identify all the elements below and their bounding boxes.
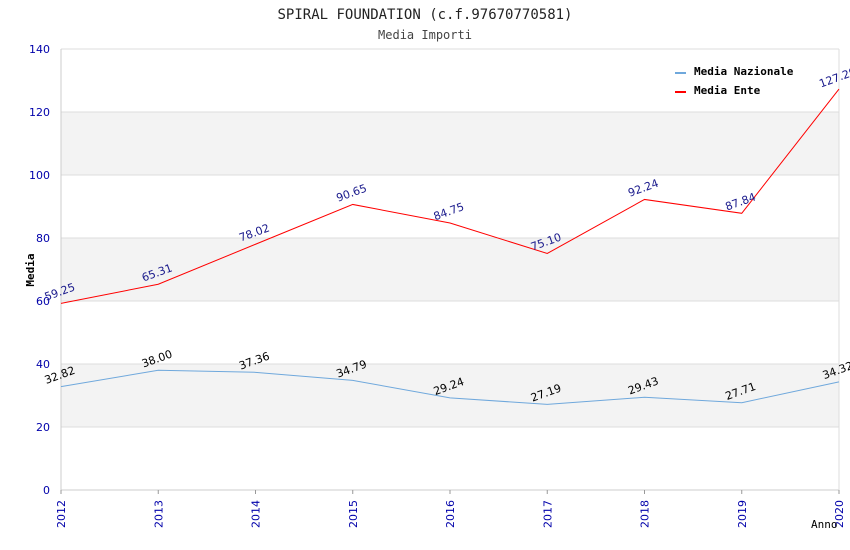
legend-label-media-ente: Media Ente	[694, 84, 761, 97]
data-label-media-ente-2015: 90.65	[335, 182, 369, 205]
data-label-media-ente-2016: 84.75	[432, 200, 466, 223]
y-tick-label-40: 40	[36, 358, 50, 371]
y-tick-label-120: 120	[29, 106, 50, 119]
x-tick-label-2019: 2019	[736, 500, 749, 528]
data-label-media-ente-2019: 87.84	[724, 191, 758, 214]
band-20-40	[61, 364, 839, 427]
x-tick-label-2018: 2018	[639, 500, 652, 528]
data-label-media-ente-2020: 127.29	[817, 65, 850, 90]
x-tick-label-2014: 2014	[250, 500, 263, 528]
x-tick-label-2012: 2012	[55, 500, 68, 528]
legend-label-media-nazionale: Media Nazionale	[694, 65, 794, 78]
y-tick-label-80: 80	[36, 232, 50, 245]
x-tick-label-2015: 2015	[347, 500, 360, 528]
y-tick-label-0: 0	[43, 484, 50, 497]
x-axis-label: Anno	[811, 518, 838, 531]
x-tick-label-2016: 2016	[444, 500, 457, 528]
y-tick-label-140: 140	[29, 43, 50, 56]
x-tick-label-2017: 2017	[541, 500, 554, 528]
y-tick-label-20: 20	[36, 421, 50, 434]
data-label-media-ente-2018: 92.24	[626, 177, 660, 200]
band-100-120	[61, 112, 839, 175]
background-bands	[61, 112, 839, 427]
series-line-media-ente	[60, 88, 840, 304]
y-tick-label-60: 60	[36, 295, 50, 308]
chart-title: SPIRAL FOUNDATION (c.f.97670770581)	[277, 7, 572, 23]
x-tick-label-2020: 2020	[833, 500, 846, 528]
legend: Media Nazionale Media Ente	[675, 65, 794, 97]
series-line-media-nazionale	[60, 369, 840, 405]
chart-subtitle: Media Importi	[378, 28, 472, 42]
axes: 0 20 40 60 80 100 120 140 2012 2013 2014 2015 2016 20…	[29, 43, 846, 528]
x-tick-label-2013: 2013	[152, 500, 165, 528]
series-lines	[60, 88, 840, 405]
band-60-80	[61, 238, 839, 301]
y-axis-label: Media	[24, 253, 37, 286]
y-tick-label-100: 100	[29, 169, 50, 182]
